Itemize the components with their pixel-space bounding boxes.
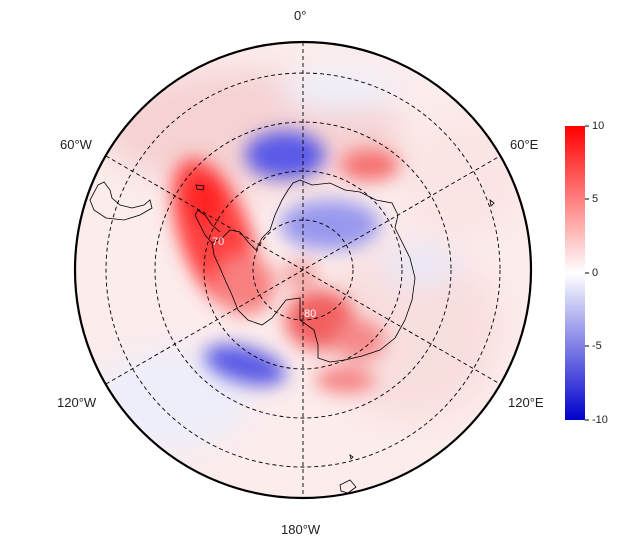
- antarctica-coastline: [211, 179, 416, 363]
- colorbar-tick-neg5: -5: [592, 340, 602, 352]
- island-campbell: [339, 479, 357, 494]
- colorbar: [565, 125, 589, 421]
- island-balleny: [349, 454, 354, 460]
- peninsula-coastline: [194, 209, 221, 244]
- lat-circle-60: [154, 121, 452, 419]
- coastlines: [89, 179, 495, 494]
- lon-label-60w: 60°W: [60, 137, 92, 152]
- colorbar-tick-5: 5: [592, 193, 599, 205]
- lat-label-80: 80: [304, 308, 317, 320]
- field-core-anomalies: [172, 131, 400, 392]
- lon-label-180w: 180°W: [281, 522, 321, 537]
- lon-label-60e: 60°E: [510, 137, 539, 152]
- lon-label-120e: 120°E: [508, 395, 544, 410]
- island-kerguelen: [489, 199, 495, 207]
- graticule: [105, 42, 501, 498]
- colorbar-tick-0: 0: [592, 267, 599, 279]
- map-boundary: [73, 40, 533, 500]
- colorbar-tick-10: 10: [592, 120, 605, 132]
- colorbar-ticks: [585, 125, 589, 421]
- lon-label-120w: 120°W: [57, 395, 97, 410]
- meridian-120w-60e: [105, 155, 501, 385]
- lon-label-0: 0°: [294, 8, 307, 23]
- colorbar-tick-neg10: -10: [592, 414, 608, 426]
- lat-circle-80: [252, 219, 354, 321]
- colorbar-gradient: [565, 126, 585, 420]
- south-america-tip: [89, 181, 153, 221]
- island-south-georgia: [195, 184, 205, 191]
- lat-label-70: 70: [212, 236, 225, 248]
